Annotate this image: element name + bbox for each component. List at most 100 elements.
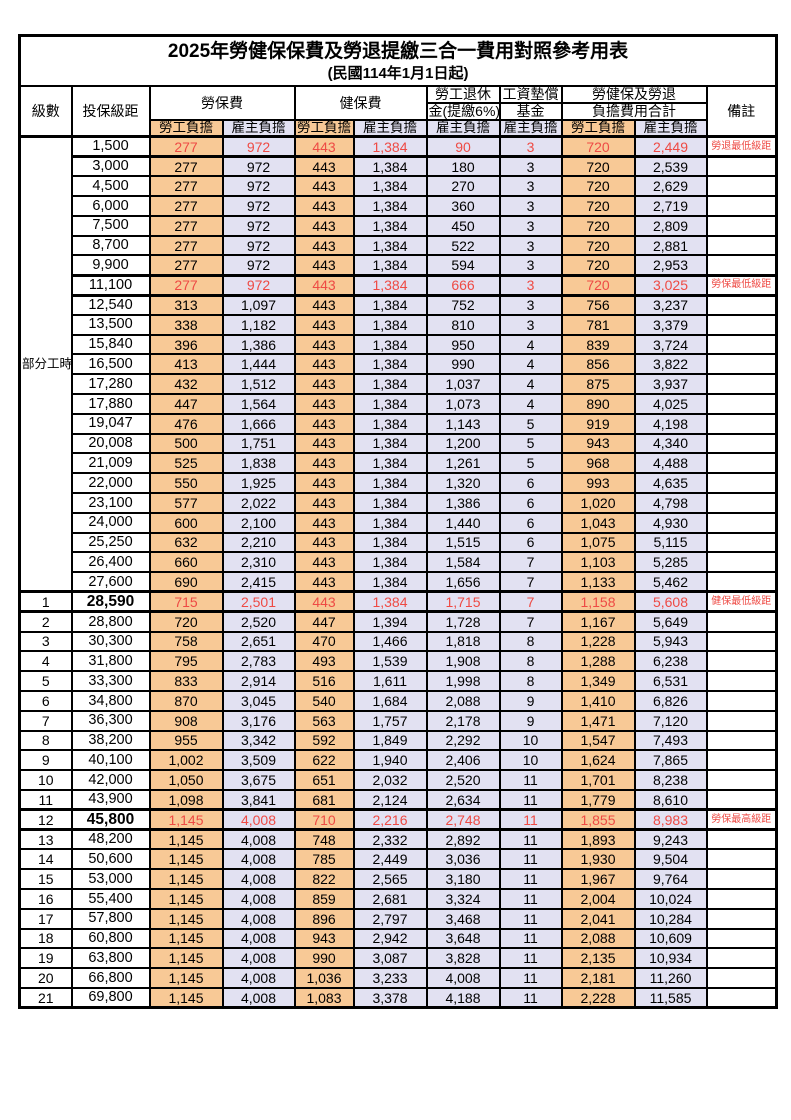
value-cell-pension_employer: 4,008 xyxy=(425,967,501,989)
note-cell xyxy=(705,887,778,910)
value-cell-wage_fund_employer: 8 xyxy=(498,630,563,653)
value-cell-total_employer: 6,238 xyxy=(633,650,708,673)
value-cell-wage_fund_employer: 11 xyxy=(498,927,563,950)
value-cell-health_employee: 443 xyxy=(293,273,355,297)
value-cell-health_employer: 1,384 xyxy=(352,551,428,574)
value-cell-health_employee: 443 xyxy=(293,432,355,455)
value-cell-health_employer: 2,942 xyxy=(352,927,428,950)
value-cell-health_employee: 622 xyxy=(293,749,355,772)
level-cell: 20 xyxy=(18,967,73,989)
value-cell-labor_employee: 955 xyxy=(148,729,224,752)
value-cell-total_employer: 2,449 xyxy=(633,135,708,158)
bracket-cell: 34,800 xyxy=(70,689,151,712)
note-cell xyxy=(705,689,778,712)
note-cell xyxy=(705,313,778,336)
value-cell-wage_fund_employer: 9 xyxy=(498,709,563,732)
level-cell: 1 xyxy=(18,590,73,614)
value-cell-wage_fund_employer: 11 xyxy=(498,828,563,851)
note-cell xyxy=(705,412,778,435)
value-cell-total_employee: 2,135 xyxy=(560,947,636,970)
level-cell: 16 xyxy=(18,887,73,910)
table-row: 23,100 577 2,022 443 1,384 1,386 6 1,020 4,798 xyxy=(20,491,778,514)
value-cell-labor_employer: 4,008 xyxy=(221,907,296,930)
value-cell-labor_employer: 972 xyxy=(221,254,296,277)
value-cell-labor_employer: 3,045 xyxy=(221,689,296,712)
col-header-total-line2: 負擔費用合計 xyxy=(560,101,708,121)
bracket-cell: 40,100 xyxy=(70,749,151,772)
value-cell-wage_fund_employer: 11 xyxy=(498,769,563,791)
value-cell-total_employer: 4,340 xyxy=(633,432,708,455)
value-cell-labor_employer: 1,386 xyxy=(221,333,296,356)
value-cell-wage_fund_employer: 11 xyxy=(498,887,563,910)
value-cell-pension_employer: 1,143 xyxy=(425,412,501,435)
value-cell-labor_employee: 432 xyxy=(148,373,224,395)
value-cell-total_employee: 781 xyxy=(560,313,636,336)
bracket-cell: 63,800 xyxy=(70,947,151,970)
level-cell: 19 xyxy=(18,947,73,970)
level-cell: 11 xyxy=(18,788,73,811)
table-row: 27,600 690 2,415 443 1,384 1,656 7 1,133 5,462 xyxy=(20,571,778,593)
value-cell-wage_fund_employer: 4 xyxy=(498,353,563,376)
value-cell-health_employer: 1,384 xyxy=(352,452,428,475)
value-cell-labor_employer: 2,651 xyxy=(221,630,296,653)
value-cell-pension_employer: 2,178 xyxy=(425,709,501,732)
table-row: 6 34,800 870 3,045 540 1,684 2,088 9 1,410 6,826 xyxy=(18,689,778,712)
bracket-cell: 7,500 xyxy=(70,214,151,237)
note-cell xyxy=(705,254,778,277)
note-cell xyxy=(705,472,778,494)
value-cell-health_employer: 1,384 xyxy=(352,254,428,277)
value-cell-total_employer: 4,198 xyxy=(633,412,708,435)
value-cell-pension_employer: 950 xyxy=(425,333,501,356)
value-cell-labor_employer: 2,310 xyxy=(221,551,296,574)
value-cell-total_employer: 9,243 xyxy=(633,828,708,851)
value-cell-health_employee: 443 xyxy=(293,294,355,316)
col-header-pension-line2: 金(提繳6%) xyxy=(425,101,501,121)
value-cell-health_employee: 443 xyxy=(293,175,355,198)
value-cell-health_employee: 516 xyxy=(293,670,355,692)
value-cell-wage_fund_employer: 3 xyxy=(498,155,563,178)
value-cell-labor_employer: 1,182 xyxy=(221,313,296,336)
premium-reference-table: 2025年勞健保保費及勞退提繳三合一費用對照參考用表 (民國114年1月1日起)… xyxy=(18,34,779,1010)
value-cell-health_employee: 443 xyxy=(293,590,355,614)
bracket-cell: 3,000 xyxy=(70,155,151,178)
value-cell-labor_employee: 795 xyxy=(148,650,224,673)
value-cell-pension_employer: 752 xyxy=(425,294,501,316)
value-cell-wage_fund_employer: 10 xyxy=(498,729,563,752)
value-cell-pension_employer: 1,073 xyxy=(425,393,501,415)
value-cell-pension_employer: 2,520 xyxy=(425,769,501,791)
value-cell-labor_employer: 4,008 xyxy=(221,868,296,890)
value-cell-health_employer: 2,565 xyxy=(352,868,428,890)
level-cell: 15 xyxy=(18,868,73,890)
table-row: 1 28,590 715 2,501 443 1,384 1,715 7 1,158 5,608 健… xyxy=(18,590,778,614)
value-cell-total_employee: 720 xyxy=(560,195,636,217)
table-row: 11 43,900 1,098 3,841 681 2,124 2,634 11 1,779 8,… xyxy=(18,788,778,811)
value-cell-labor_employee: 1,145 xyxy=(148,927,224,950)
value-cell-health_employer: 3,233 xyxy=(352,967,428,989)
value-cell-wage_fund_employer: 7 xyxy=(498,571,563,593)
value-cell-labor_employer: 2,501 xyxy=(221,590,296,614)
value-cell-total_employee: 1,893 xyxy=(560,828,636,851)
table-row: 21,009 525 1,838 443 1,384 1,261 5 968 4,488 xyxy=(20,452,778,475)
level-cell: 12 xyxy=(18,808,73,832)
value-cell-total_employer: 8,238 xyxy=(633,769,708,791)
col-header-bracket: 投保級距 xyxy=(70,84,151,138)
value-cell-total_employee: 1,228 xyxy=(560,630,636,653)
subheader-total-employer: 雇主負擔 xyxy=(633,118,708,138)
subheader-pension-employer: 雇主負擔 xyxy=(425,118,501,138)
value-cell-total_employer: 10,284 xyxy=(633,907,708,930)
value-cell-health_employee: 859 xyxy=(293,887,355,910)
value-cell-total_employer: 11,260 xyxy=(633,967,708,989)
table-row: 7 36,300 908 3,176 563 1,757 2,178 9 1,471 7,120 xyxy=(18,709,778,732)
table-row: 22,000 550 1,925 443 1,384 1,320 6 993 4,635 xyxy=(20,472,778,494)
table-body: 部分工時 1,500 277 972 443 1,384 90 3 720 2,449 勞退最低級距… xyxy=(18,135,778,1009)
value-cell-health_employer: 1,384 xyxy=(352,234,428,257)
note-cell: 勞保最高級距 xyxy=(705,808,778,832)
value-cell-wage_fund_employer: 11 xyxy=(498,788,563,811)
table-row: 11,100 277 972 443 1,384 666 3 720 3,025 勞保最低級距 xyxy=(20,273,778,297)
value-cell-health_employee: 748 xyxy=(293,828,355,851)
value-cell-wage_fund_employer: 4 xyxy=(498,373,563,395)
value-cell-health_employee: 447 xyxy=(293,610,355,633)
subheader-labor-employee: 勞工負擔 xyxy=(148,118,224,138)
bracket-cell: 8,700 xyxy=(70,234,151,257)
value-cell-wage_fund_employer: 9 xyxy=(498,689,563,712)
